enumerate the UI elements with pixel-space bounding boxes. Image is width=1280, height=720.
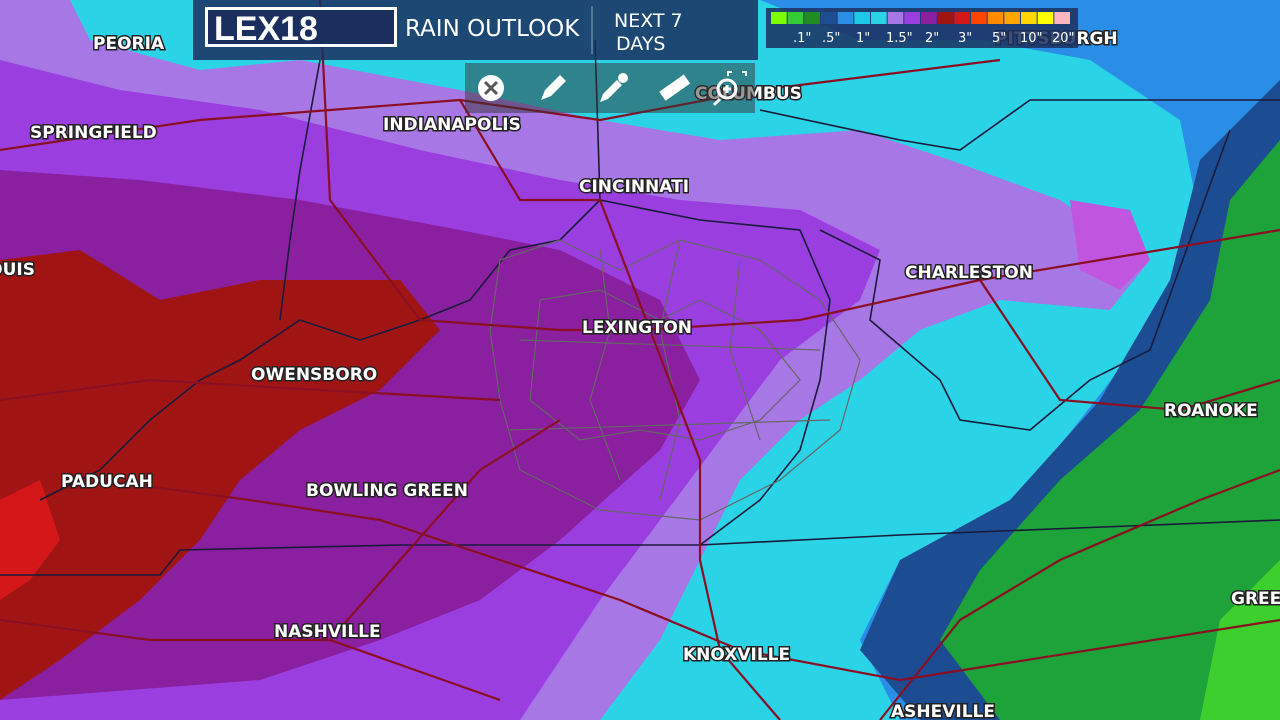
legend-label: 10" xyxy=(1020,31,1043,46)
legend-swatch xyxy=(987,12,1004,24)
legend-swatch xyxy=(1037,12,1054,24)
legend-swatches xyxy=(771,12,1070,24)
header-subtitle-1: NEXT 7 xyxy=(614,10,683,32)
city-label: CHARLESTON xyxy=(905,263,1033,283)
city-label: OWENSBORO xyxy=(251,365,377,385)
zoom-tool[interactable] xyxy=(712,71,747,107)
city-label: INDIANAPOLIS xyxy=(383,115,521,135)
logo-inner xyxy=(208,10,394,44)
legend-swatch xyxy=(904,12,920,24)
legend-swatch xyxy=(804,12,820,24)
legend-label: .5" xyxy=(822,31,840,46)
legend-swatch xyxy=(971,12,987,24)
city-label: NASHVILLE xyxy=(274,622,381,642)
counties xyxy=(489,239,861,521)
legend-swatch xyxy=(937,12,954,24)
legend-swatch xyxy=(854,12,870,24)
city-label: PADUCAH xyxy=(61,472,153,492)
city-label: ASHEVILLE xyxy=(891,702,995,720)
legend-swatch xyxy=(837,12,854,24)
toolbar xyxy=(465,63,755,113)
close-button[interactable] xyxy=(478,75,504,101)
legend-swatch xyxy=(1004,12,1020,24)
legend-swatch xyxy=(921,12,937,24)
city-label: ST. LOUIS xyxy=(0,260,35,280)
legend-swatch xyxy=(887,12,904,24)
city-label: GREENSBORO xyxy=(1231,589,1280,609)
city-label: ROANOKE xyxy=(1164,401,1258,421)
city-label: CINCINNATI xyxy=(579,177,689,197)
legend-label: 1.5" xyxy=(886,31,913,46)
legend-swatch xyxy=(771,12,787,24)
legend-swatch xyxy=(1054,12,1070,24)
city-label: BOWLING GREEN xyxy=(306,481,468,501)
logo: LEX18 xyxy=(214,10,318,48)
legend-label: 3" xyxy=(958,31,972,46)
legend-label: 5" xyxy=(992,31,1006,46)
legend-swatch xyxy=(787,12,804,24)
legend-swatch xyxy=(1021,12,1037,24)
city-label: PEORIA xyxy=(93,34,165,54)
legend-label: .1" xyxy=(793,31,811,46)
city-label: SPRINGFIELD xyxy=(30,123,157,143)
legend-label: 2" xyxy=(925,31,939,46)
pen-tool[interactable] xyxy=(541,75,566,100)
legend-swatch xyxy=(821,12,837,24)
city-label: LEXINGTON xyxy=(582,318,692,338)
legend-label: 20" xyxy=(1052,31,1075,46)
header: LEX18 RAIN OUTLOOK NEXT 7 DAYS .1" .5" 1… xyxy=(193,0,1078,60)
dropper-tool[interactable] xyxy=(600,73,628,102)
legend-label: 1" xyxy=(856,31,870,46)
city-label: KNOXVILLE xyxy=(683,645,790,665)
header-title: RAIN OUTLOOK xyxy=(405,16,580,42)
ruler-tool[interactable] xyxy=(659,74,691,101)
header-subtitle-2: DAYS xyxy=(616,33,666,55)
legend-swatch xyxy=(954,12,970,24)
legend-swatch xyxy=(871,12,887,24)
